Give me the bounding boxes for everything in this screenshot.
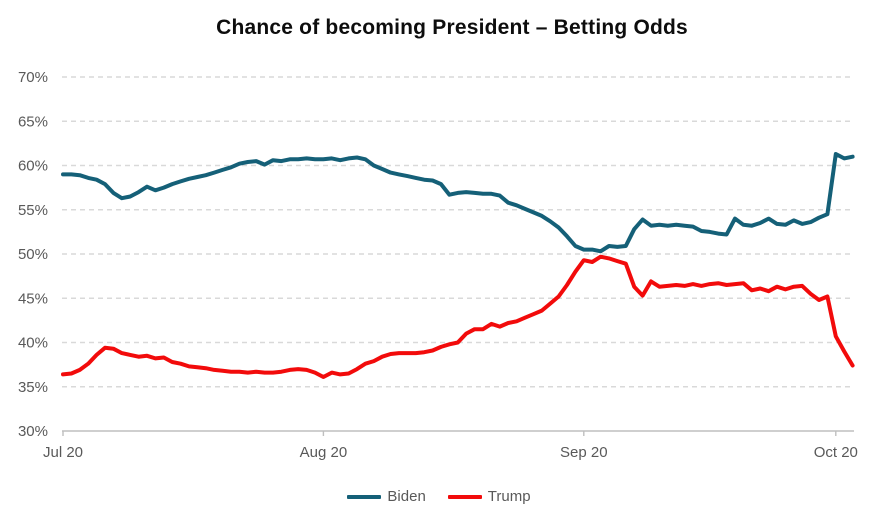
y-axis-tick-label: 30% xyxy=(18,423,48,440)
y-axis-tick-label: 60% xyxy=(18,158,48,175)
trump-line xyxy=(61,254,855,379)
x-axis-tick-label: Sep 20 xyxy=(560,444,608,461)
legend-label-trump: Trump xyxy=(487,488,531,505)
y-axis-tick-label: 70% xyxy=(18,69,48,86)
x-axis-tick-label: Jul 20 xyxy=(43,444,83,461)
legend-label-biden: Biden xyxy=(387,488,426,505)
y-axis-tick-label: 55% xyxy=(18,202,48,219)
y-axis-tick-label: 50% xyxy=(18,246,48,263)
y-axis-tick-label: 40% xyxy=(18,335,48,352)
legend: Biden Trump xyxy=(0,488,878,505)
x-axis-tick-label: Aug 20 xyxy=(300,444,348,461)
y-axis-tick-label: 65% xyxy=(18,113,48,130)
legend-item-trump: Trump xyxy=(447,488,531,505)
y-axis-tick-label: 35% xyxy=(18,379,48,396)
x-axis-tick-label: Oct 20 xyxy=(814,444,858,461)
legend-item-biden: Biden xyxy=(347,488,426,505)
trump-line-swatch xyxy=(447,494,482,499)
chart-title: Chance of becoming President – Betting O… xyxy=(216,16,688,39)
y-axis-tick-label: 45% xyxy=(18,290,48,307)
biden-line xyxy=(61,152,855,254)
biden-line-swatch xyxy=(347,494,382,499)
